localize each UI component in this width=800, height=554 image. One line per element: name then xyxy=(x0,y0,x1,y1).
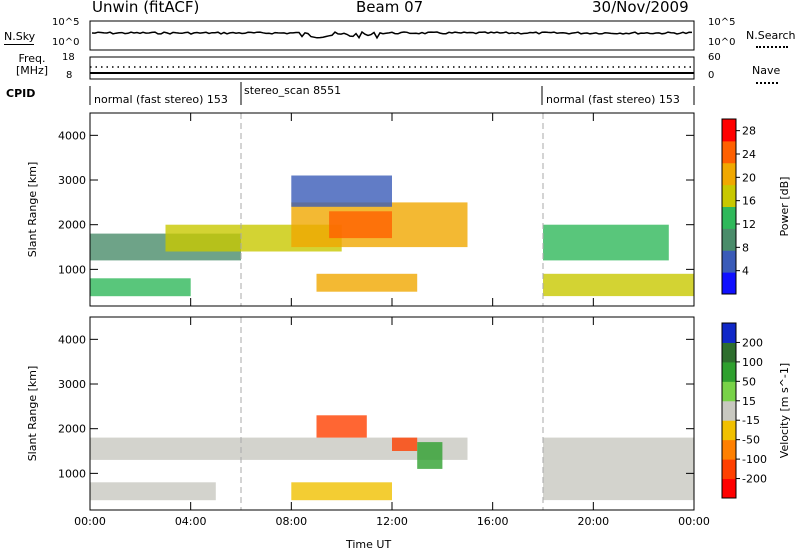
nave-legend-line xyxy=(756,82,778,84)
x-tick-label: 16:00 xyxy=(477,515,509,528)
y-tick-label: 3000 xyxy=(58,378,86,391)
colorbar-power: 4 8 12 16 20 24 28 Power [dB] xyxy=(721,118,791,295)
colorbar-swatch xyxy=(722,228,736,251)
colorbar-swatch xyxy=(722,206,736,229)
colorbar-tick-label: 8 xyxy=(742,241,749,254)
date-title: 30/Nov/2009 xyxy=(592,0,689,16)
colorbar-swatch xyxy=(722,250,736,273)
colorbar-swatch xyxy=(722,381,736,402)
freq-tick-high: 18 xyxy=(62,52,75,63)
colorbar-frame xyxy=(721,118,737,295)
colorbar-tick-label: 50 xyxy=(742,375,756,388)
freq-tick-low: 8 xyxy=(66,70,73,81)
echo-region-6 xyxy=(316,273,418,292)
echo-region-6 xyxy=(291,482,392,501)
x-tick-label: 00:00 xyxy=(74,515,106,528)
nave-tick-high: 60 xyxy=(708,52,721,63)
nsky-legend-line xyxy=(4,44,34,45)
nsearch-tick-low: 10^0 xyxy=(708,37,736,48)
beam-title: Beam 07 xyxy=(356,0,424,16)
echo-region-9 xyxy=(543,273,694,297)
colorbar-tick-label: 28 xyxy=(742,125,756,138)
x-tick-label: 04:00 xyxy=(175,515,207,528)
x-tick-label: 00:00 xyxy=(678,515,710,528)
x-tick-label: 08:00 xyxy=(275,515,307,528)
cpid-segment-2: stereo_scan 8551 xyxy=(244,84,342,97)
cpid-segment-1: normal (fast stereo) 153 xyxy=(94,93,228,106)
echo-region-2 xyxy=(90,482,216,501)
colorbar-tick-label: 100 xyxy=(742,356,763,369)
nave-label: Nave xyxy=(752,64,781,77)
colorbar-tick-label: 20 xyxy=(742,171,756,184)
colorbar-tick-label: -15 xyxy=(742,414,760,427)
colorbar-tick-label: -100 xyxy=(742,453,767,466)
y-tick-label: 1000 xyxy=(58,263,86,276)
nsky-trace xyxy=(91,30,693,40)
y-tick-label: 2000 xyxy=(58,423,86,436)
nsearch-tick-high: 10^5 xyxy=(708,17,736,28)
freq-label: Freq. [MHz] xyxy=(15,52,49,77)
colorbar-tick-label: 16 xyxy=(742,195,756,208)
nsky-tick-high: 10^5 xyxy=(52,17,80,28)
colorbar-tick-label: 200 xyxy=(742,336,763,349)
colorbar-swatch xyxy=(722,439,736,460)
x-axis-label: Time UT xyxy=(346,538,392,551)
colorbar-swatch xyxy=(722,119,736,142)
y-tick-label: 3000 xyxy=(58,174,86,187)
colorbar-tick-label: 12 xyxy=(742,218,756,231)
chart-panel-power: 1000 2000 3000 4000 Slant Range [km] 4 8 12 16 20… xyxy=(26,112,791,307)
colorbar-swatch xyxy=(722,478,736,499)
colorbar-tick-label: 15 xyxy=(742,395,756,408)
y-axis-label: Slant Range [km] xyxy=(26,162,39,258)
station-title: Unwin (fitACF) xyxy=(92,0,200,16)
y-tick-label: 2000 xyxy=(58,219,86,232)
echo-region-5 xyxy=(329,211,392,239)
colorbar-swatch xyxy=(722,140,736,164)
nsky-label: N.Sky xyxy=(4,30,36,43)
colorbar-swatch xyxy=(722,361,736,382)
echo-region-5 xyxy=(417,442,443,469)
echo-region-4 xyxy=(392,437,418,451)
echo-region-8 xyxy=(543,224,669,261)
nsearch-label: N.Search xyxy=(746,29,796,42)
y-tick-label: 4000 xyxy=(58,333,86,346)
colorbar-tick-label: -50 xyxy=(742,434,760,447)
colorbar-velocity: 200 100 50 15 -15 -50 -100 -200 Velocity [m s^-1… xyxy=(721,322,791,499)
colorbar-tick-label: 4 xyxy=(742,265,749,278)
colorbar-swatch xyxy=(722,400,736,421)
colorbar-tick-label: 24 xyxy=(742,148,756,161)
chart-panel-velocity: 1000 2000 3000 4000 00:00 04:00 08:00 12:00 16:0… xyxy=(26,316,791,528)
echo-region-7 xyxy=(291,175,392,207)
colorbar-swatch xyxy=(722,459,736,480)
colorbar-swatch xyxy=(722,162,736,186)
colorbar-swatch xyxy=(722,323,736,343)
echo-region-2 xyxy=(90,278,191,297)
nsearch-legend-line xyxy=(756,46,788,48)
colorbar-tick-label: -200 xyxy=(742,473,767,486)
colorbar-swatch xyxy=(722,342,736,363)
colorbar-label: Velocity [m s^-1] xyxy=(778,363,791,458)
echo-region-3 xyxy=(316,415,367,438)
x-tick-label: 12:00 xyxy=(376,515,408,528)
cpid-segment-3: normal (fast stereo) 153 xyxy=(546,93,680,106)
echo-region-7 xyxy=(543,437,694,501)
x-tick-label: 20:00 xyxy=(577,515,609,528)
colorbar-label: Power [dB] xyxy=(778,177,791,237)
nsky-panel-frame xyxy=(89,20,695,51)
y-axis-label: Slant Range [km] xyxy=(26,366,39,462)
y-tick-label: 4000 xyxy=(58,129,86,142)
nsky-tick-low: 10^0 xyxy=(52,37,80,48)
colorbar-swatch xyxy=(722,184,736,207)
y-tick-label: 1000 xyxy=(58,467,86,480)
colorbar-frame xyxy=(721,322,737,499)
freq-panel-frame xyxy=(89,56,695,80)
colorbar-swatch xyxy=(722,420,736,441)
cpid-label: CPID xyxy=(6,87,36,100)
echo-region-1 xyxy=(90,437,468,460)
nave-tick-low: 0 xyxy=(708,70,715,81)
colorbar-swatch xyxy=(722,272,736,295)
